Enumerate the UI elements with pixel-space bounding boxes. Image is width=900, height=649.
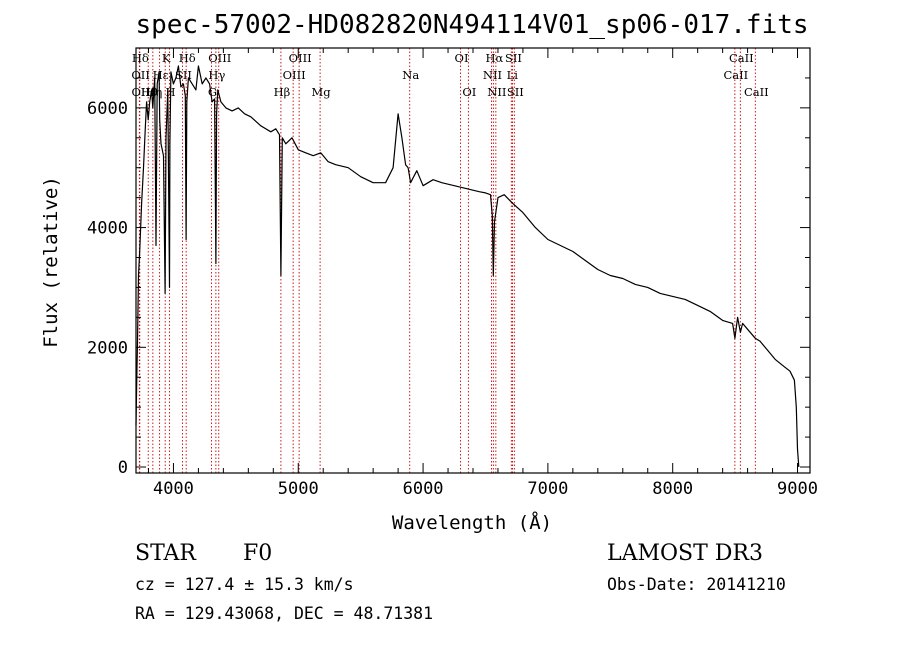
x-axis-label: Wavelength (Å) [392, 511, 552, 534]
y-tick-label: 6000 [87, 99, 128, 119]
emission-line-label: Hγ [208, 68, 225, 82]
object-subclass: F0 [243, 541, 272, 566]
y-axis-ticks: 0 2000 4000 6000 [87, 77, 810, 478]
x-tick-label: 7000 [527, 479, 568, 499]
emission-line-label: Hε [153, 68, 169, 82]
observation-date: Obs-Date: 20141210 [607, 575, 786, 594]
x-tick-label: 5000 [278, 479, 319, 499]
x-axis-ticks: 4000 5000 6000 7000 8000 9000 [147, 48, 818, 499]
plot-frame [135, 47, 811, 474]
coordinates: RA = 129.43068, DEC = 48.71381 [135, 604, 433, 623]
emission-line-label: OI [455, 51, 469, 65]
emission-line-label: NII [487, 85, 506, 99]
x-tick-label: 8000 [652, 479, 693, 499]
y-tick-label: 4000 [87, 219, 128, 239]
emission-line-label: CaII [729, 51, 754, 65]
emission-line-label: OIII [208, 51, 231, 65]
emission-line-label: G [208, 85, 217, 99]
emission-line-label: CaII [723, 68, 748, 82]
emission-line-label: K [162, 51, 171, 65]
emission-line-label: OI [462, 85, 476, 99]
spectrum-line [135, 65, 800, 468]
emission-line-label: Li [507, 68, 519, 82]
emission-line-label: Na [402, 68, 419, 82]
y-axis-label: Flux (relative) [40, 176, 62, 348]
x-tick-label: 4000 [153, 479, 194, 499]
emission-line-label: OII [131, 68, 150, 82]
emission-line-label: CaII [744, 85, 769, 99]
y-tick-label: 2000 [87, 338, 128, 358]
object-class: STAR [135, 541, 197, 566]
emission-line-label: SII [505, 51, 522, 65]
x-tick-label: 9000 [777, 479, 818, 499]
emission-line-label: Mg [312, 85, 332, 99]
emission-line-label: Hα [485, 51, 503, 65]
redshift-velocity: cz = 127.4 ± 15.3 km/s [135, 575, 354, 594]
emission-line-label: SII [507, 85, 524, 99]
emission-line-label: Hδ [179, 51, 196, 65]
emission-line-label: OIII [283, 68, 306, 82]
x-tick-label: 6000 [403, 479, 444, 499]
emission-line-label: NII [483, 68, 502, 82]
y-tick-label: 0 [118, 458, 128, 478]
emission-line-label: Hδ [132, 51, 149, 65]
survey-name: LAMOST DR3 [607, 541, 763, 566]
emission-line-markers [138, 48, 756, 473]
chart-title: spec-57002-HD082820N494114V01_sp06-017.f… [135, 10, 808, 40]
emission-line-label: OIII [289, 51, 312, 65]
emission-line-label: Hβ [274, 85, 291, 99]
